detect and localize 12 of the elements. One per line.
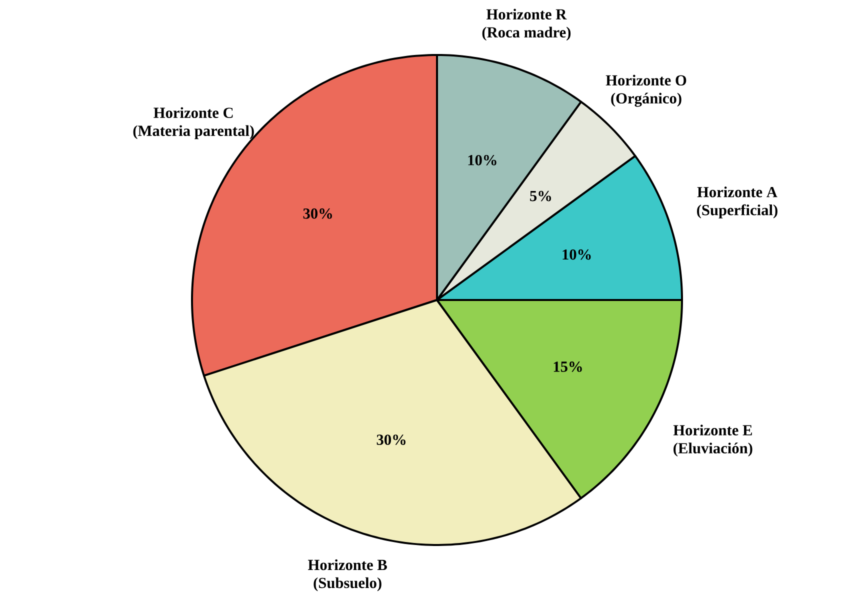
slice-label: Horizonte A (Superficial) — [697, 186, 778, 218]
slice-label: Horizonte R (Roca madre) — [482, 8, 571, 41]
data-label: 30% — [303, 208, 332, 219]
slice-label: Horizonte B (Subsuelo) — [308, 559, 387, 592]
data-label: 30% — [376, 434, 406, 445]
slice-label: Horizonte E (Eluviación) — [673, 424, 752, 457]
data-label: 10% — [468, 154, 496, 166]
data-label: 15% — [554, 362, 582, 372]
slice-label: Horizonte O (Orgánico) — [606, 74, 686, 107]
data-label: 5% — [530, 190, 551, 202]
slice-label: Horizonte C (Materia parental) — [133, 107, 254, 140]
data-label: 10% — [562, 249, 591, 260]
